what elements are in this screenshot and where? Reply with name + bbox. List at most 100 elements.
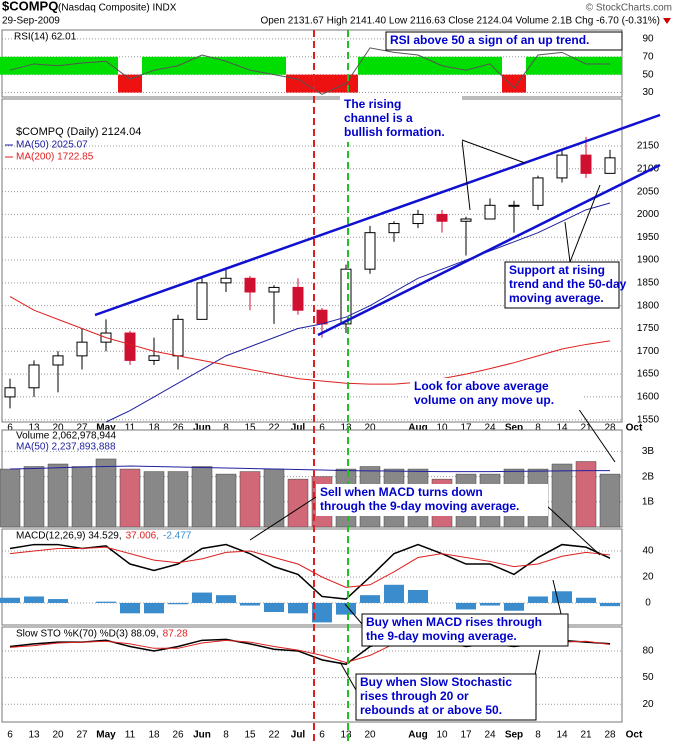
- rsi-band: [118, 74, 142, 93]
- rsi-band: [598, 56, 622, 75]
- y-tick-label: 30: [642, 87, 654, 98]
- histogram-bar: [48, 599, 68, 603]
- volume-bar: [599, 473, 621, 528]
- candle-body: [508, 204, 520, 207]
- quote: Open 2131.67 High 2141.40 Low 2116.63 Cl…: [260, 16, 660, 27]
- x-tick-label: 27: [76, 423, 88, 434]
- histogram-bar: [240, 602, 260, 606]
- x-tick-label: 26: [172, 423, 184, 434]
- legend-entry: MACD(12,26,9) 34.529,: [16, 531, 122, 542]
- candle-body: [556, 154, 568, 179]
- annotation-text: rises through 20 or: [360, 689, 469, 703]
- x-tick-label: May: [96, 730, 116, 741]
- x-tick-label: 20: [52, 730, 64, 741]
- histogram-bar: [192, 592, 212, 603]
- x-tick-label: 27: [76, 730, 88, 741]
- source: © StockCharts.com: [586, 3, 672, 14]
- annotation-box: [385, 31, 623, 51]
- histogram-bar: [384, 584, 404, 603]
- volume-bar: [287, 478, 309, 528]
- annotation-text: bullish formation.: [344, 125, 445, 139]
- annotation-text: Buy when MACD rises through: [366, 615, 542, 629]
- histogram-bar: [0, 597, 20, 603]
- legend-entry: -2.477: [163, 531, 192, 542]
- x-tick-label: 8: [535, 423, 541, 434]
- y-tick-label: 40: [642, 546, 654, 557]
- x-tick-label: Jun: [193, 730, 211, 741]
- x-tick-label: Jul: [291, 730, 306, 741]
- x-tick-label: 13: [28, 423, 40, 434]
- volume-bar: [167, 471, 189, 528]
- annotations: RSI above 50 a sign of an up trend. The r…: [316, 31, 627, 721]
- candle-body: [4, 387, 16, 398]
- annotation-text: through the 9-day moving average.: [320, 499, 519, 513]
- legend-entry: MA(50) 2,237,893,888: [16, 442, 116, 453]
- y-tick-label: 1800: [637, 300, 660, 311]
- x-tick-label: 8: [535, 730, 541, 741]
- x-tick-label: 8: [223, 730, 229, 741]
- histogram-bar: [480, 602, 500, 606]
- candle-body: [580, 154, 592, 174]
- arrow: [569, 184, 601, 263]
- x-tick-label: Oct: [626, 423, 643, 434]
- y-tick-label: 20: [642, 699, 654, 710]
- annotation-box: [316, 484, 548, 516]
- candle-body: [316, 309, 328, 325]
- volume-ma: [9, 465, 611, 473]
- x-tick-label: 24: [484, 423, 496, 434]
- histogram-bar: [600, 602, 620, 607]
- histogram-bar: [216, 595, 236, 603]
- x-tick-label: 11: [125, 423, 136, 434]
- rsi-band: [70, 56, 94, 75]
- panel-title: RSI(14) 62.01: [14, 32, 77, 43]
- y-tick-label: 1950: [637, 232, 660, 243]
- rsi-band: [454, 56, 478, 75]
- x-tick-label: 18: [148, 423, 160, 434]
- annotation-text: the 9-day moving average.: [366, 629, 517, 643]
- arrow: [552, 579, 563, 619]
- x-tick-label: 6: [319, 423, 325, 434]
- volume-bar: [95, 458, 117, 528]
- histogram-bar: [312, 602, 332, 623]
- x-tick-label: 20: [52, 423, 64, 434]
- legend-entry: MA(200) 1722.85: [16, 152, 94, 163]
- y-tick-label: 2150: [637, 141, 660, 152]
- symbol: $COMPQ: [2, 0, 58, 13]
- y-tick-label: 80: [642, 646, 654, 657]
- x-tick-label: Oct: [626, 730, 643, 741]
- legend-entry: Slow STO %K(70) %D(3) 88.09,: [16, 629, 159, 640]
- x-tick-label: 15: [244, 730, 256, 741]
- legend-entry: MA(50) 2025.07: [16, 140, 88, 151]
- ma-line: [105, 202, 611, 423]
- y-tick-label: 1600: [637, 392, 660, 403]
- annotation-text: moving average.: [509, 291, 604, 305]
- x-tick-label: 13: [28, 730, 40, 741]
- x-tick-label: Aug: [408, 730, 427, 741]
- upper-channel: [94, 113, 661, 317]
- x-tick-label: 6: [319, 730, 325, 741]
- candle-body: [604, 157, 616, 174]
- arrow: [339, 661, 357, 691]
- x-tick-label: 11: [125, 730, 136, 741]
- x-tick-label: 20: [364, 423, 376, 434]
- y-tick-label: 1700: [637, 346, 660, 357]
- y-tick-label: 3B: [642, 446, 655, 457]
- indicator-line: [9, 543, 611, 600]
- x-tick-label: Sep: [505, 730, 523, 741]
- date: 29-Sep-2009: [2, 16, 60, 27]
- y-tick-label: 1850: [637, 277, 660, 288]
- y-tick-label: 50: [642, 672, 654, 683]
- rsi-band: [238, 56, 262, 75]
- x-tick-label: 17: [460, 730, 472, 741]
- histogram-bar: [264, 602, 284, 613]
- histogram-bar: [120, 602, 140, 614]
- candle-body: [52, 355, 64, 366]
- rsi-band: [406, 56, 430, 75]
- y-tick-label: 1B: [642, 496, 655, 507]
- arrows: [249, 139, 616, 691]
- x-tick-label: 10: [436, 423, 448, 434]
- histogram-bar: [144, 602, 164, 614]
- arrow: [461, 139, 471, 211]
- rsi-band: [358, 56, 382, 75]
